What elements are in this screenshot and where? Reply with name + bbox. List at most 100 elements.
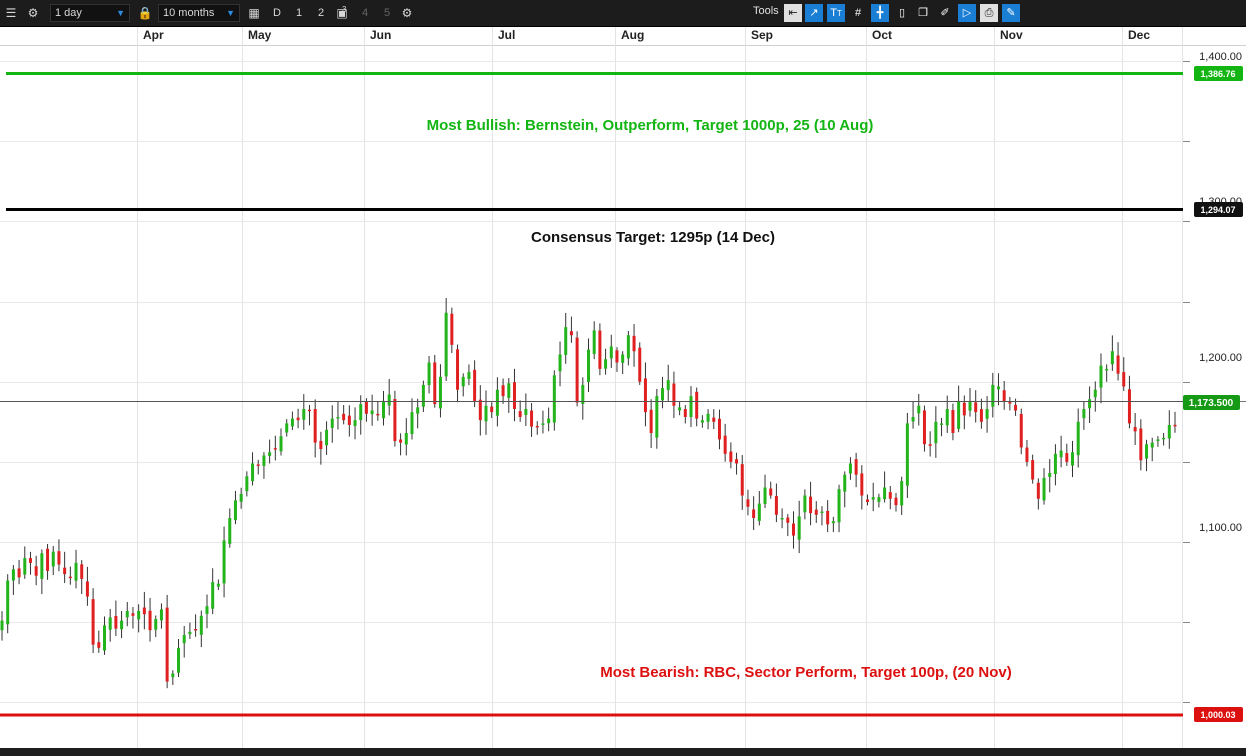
candle-body: [330, 418, 334, 428]
period-button-2[interactable]: 2: [318, 7, 325, 19]
candle: [604, 348, 608, 375]
candle-body: [484, 405, 488, 422]
month-label-apr: Apr: [143, 28, 164, 42]
candle: [911, 401, 915, 429]
month-label-jul: Jul: [498, 28, 515, 42]
candle: [1150, 437, 1154, 462]
candle-body: [991, 384, 995, 407]
candle: [1025, 439, 1029, 467]
candle-body: [188, 631, 192, 635]
candle-body: [490, 406, 494, 413]
calendar-icon[interactable]: ▦: [248, 6, 260, 20]
candle-body: [1133, 427, 1137, 432]
compare-icon[interactable]: ▣: [336, 6, 348, 20]
candle: [285, 419, 289, 437]
candle: [461, 373, 465, 397]
candle-body: [1048, 473, 1052, 477]
compare-superscript: 3: [342, 5, 347, 14]
window-icon[interactable]: ❐: [918, 7, 928, 19]
candle: [860, 465, 864, 510]
candle-body: [848, 463, 852, 474]
text-icon[interactable]: TT: [827, 4, 845, 22]
candle-body: [456, 349, 460, 390]
candle: [803, 489, 807, 520]
candle: [1071, 440, 1075, 478]
interval-dropdown[interactable]: 1 day ▼: [50, 4, 130, 22]
candle-body: [1127, 389, 1131, 424]
candle-body: [478, 399, 482, 421]
candle: [245, 471, 249, 497]
candle: [137, 604, 141, 633]
candle-body: [894, 497, 898, 506]
lock-icon[interactable]: 🔒: [137, 6, 153, 20]
period-button-4: 4: [362, 7, 369, 19]
candle-body: [587, 349, 590, 382]
candle-body: [757, 503, 761, 521]
candle-body: [228, 517, 232, 544]
candle: [928, 431, 932, 457]
candle-body: [28, 558, 32, 563]
candle-body: [233, 500, 237, 521]
candle: [205, 594, 209, 629]
candle: [968, 387, 972, 417]
candle-body: [154, 619, 158, 630]
scroll-bar[interactable]: [0, 748, 1246, 756]
candle: [1048, 459, 1052, 493]
period-button-1[interactable]: 1: [296, 7, 303, 19]
candle-icon[interactable]: ▯: [898, 7, 906, 19]
candle-body: [1099, 365, 1103, 388]
label-icon[interactable]: ▷: [958, 4, 976, 22]
candle-body: [370, 410, 374, 415]
candle: [114, 600, 118, 636]
candle: [23, 546, 27, 579]
candle-body: [712, 417, 716, 422]
candle-body: [518, 411, 522, 417]
candle: [387, 379, 391, 416]
candle: [854, 452, 858, 488]
candle-body: [706, 413, 710, 422]
grid-icon[interactable]: #: [854, 7, 862, 19]
candle-body: [1173, 424, 1177, 427]
draw-icon[interactable]: ✐: [940, 7, 950, 19]
period-dropdown[interactable]: 10 months ▼: [158, 4, 240, 22]
candle: [1145, 439, 1149, 472]
candle: [1167, 410, 1171, 449]
candle: [843, 471, 847, 508]
candle: [763, 474, 767, 509]
current-price-tag: 1,173.500: [1183, 395, 1240, 410]
candle-body: [211, 582, 215, 609]
period-button-d[interactable]: D: [273, 7, 281, 19]
candle-body: [461, 376, 465, 387]
candle-body: [928, 444, 932, 446]
candle-body: [1025, 447, 1029, 462]
candle: [1002, 380, 1006, 410]
candle-body: [251, 463, 255, 482]
month-label-jun: Jun: [370, 28, 391, 42]
candle-body: [1076, 421, 1080, 456]
crosshair-icon[interactable]: ╋: [871, 4, 889, 22]
candle-body: [399, 439, 403, 443]
candle: [581, 377, 585, 420]
bearish-annotation: Most Bearish: RBC, Sector Perform, Targe…: [600, 664, 1012, 681]
candle: [74, 549, 78, 589]
print-icon[interactable]: ⎙: [980, 4, 998, 22]
candle: [336, 401, 340, 430]
candle: [717, 409, 721, 450]
candle-body: [1156, 439, 1160, 442]
chart-settings-icon[interactable]: ✎: [1002, 4, 1020, 22]
candle-body: [1008, 402, 1012, 404]
menu-icon[interactable]: ☰: [5, 6, 17, 20]
candle-body: [285, 423, 289, 433]
candle-body: [159, 609, 163, 621]
trendline-icon[interactable]: ↗: [805, 4, 823, 22]
settings-icon[interactable]: ⚙: [27, 6, 39, 20]
candle-body: [0, 620, 4, 631]
settings-icon[interactable]: ⚙: [401, 6, 413, 20]
candle: [723, 423, 727, 462]
back-arrow-icon[interactable]: ⇤: [784, 4, 802, 22]
candle: [1162, 433, 1166, 446]
candle-body: [524, 408, 528, 415]
candle: [251, 452, 255, 486]
candle: [780, 508, 784, 529]
